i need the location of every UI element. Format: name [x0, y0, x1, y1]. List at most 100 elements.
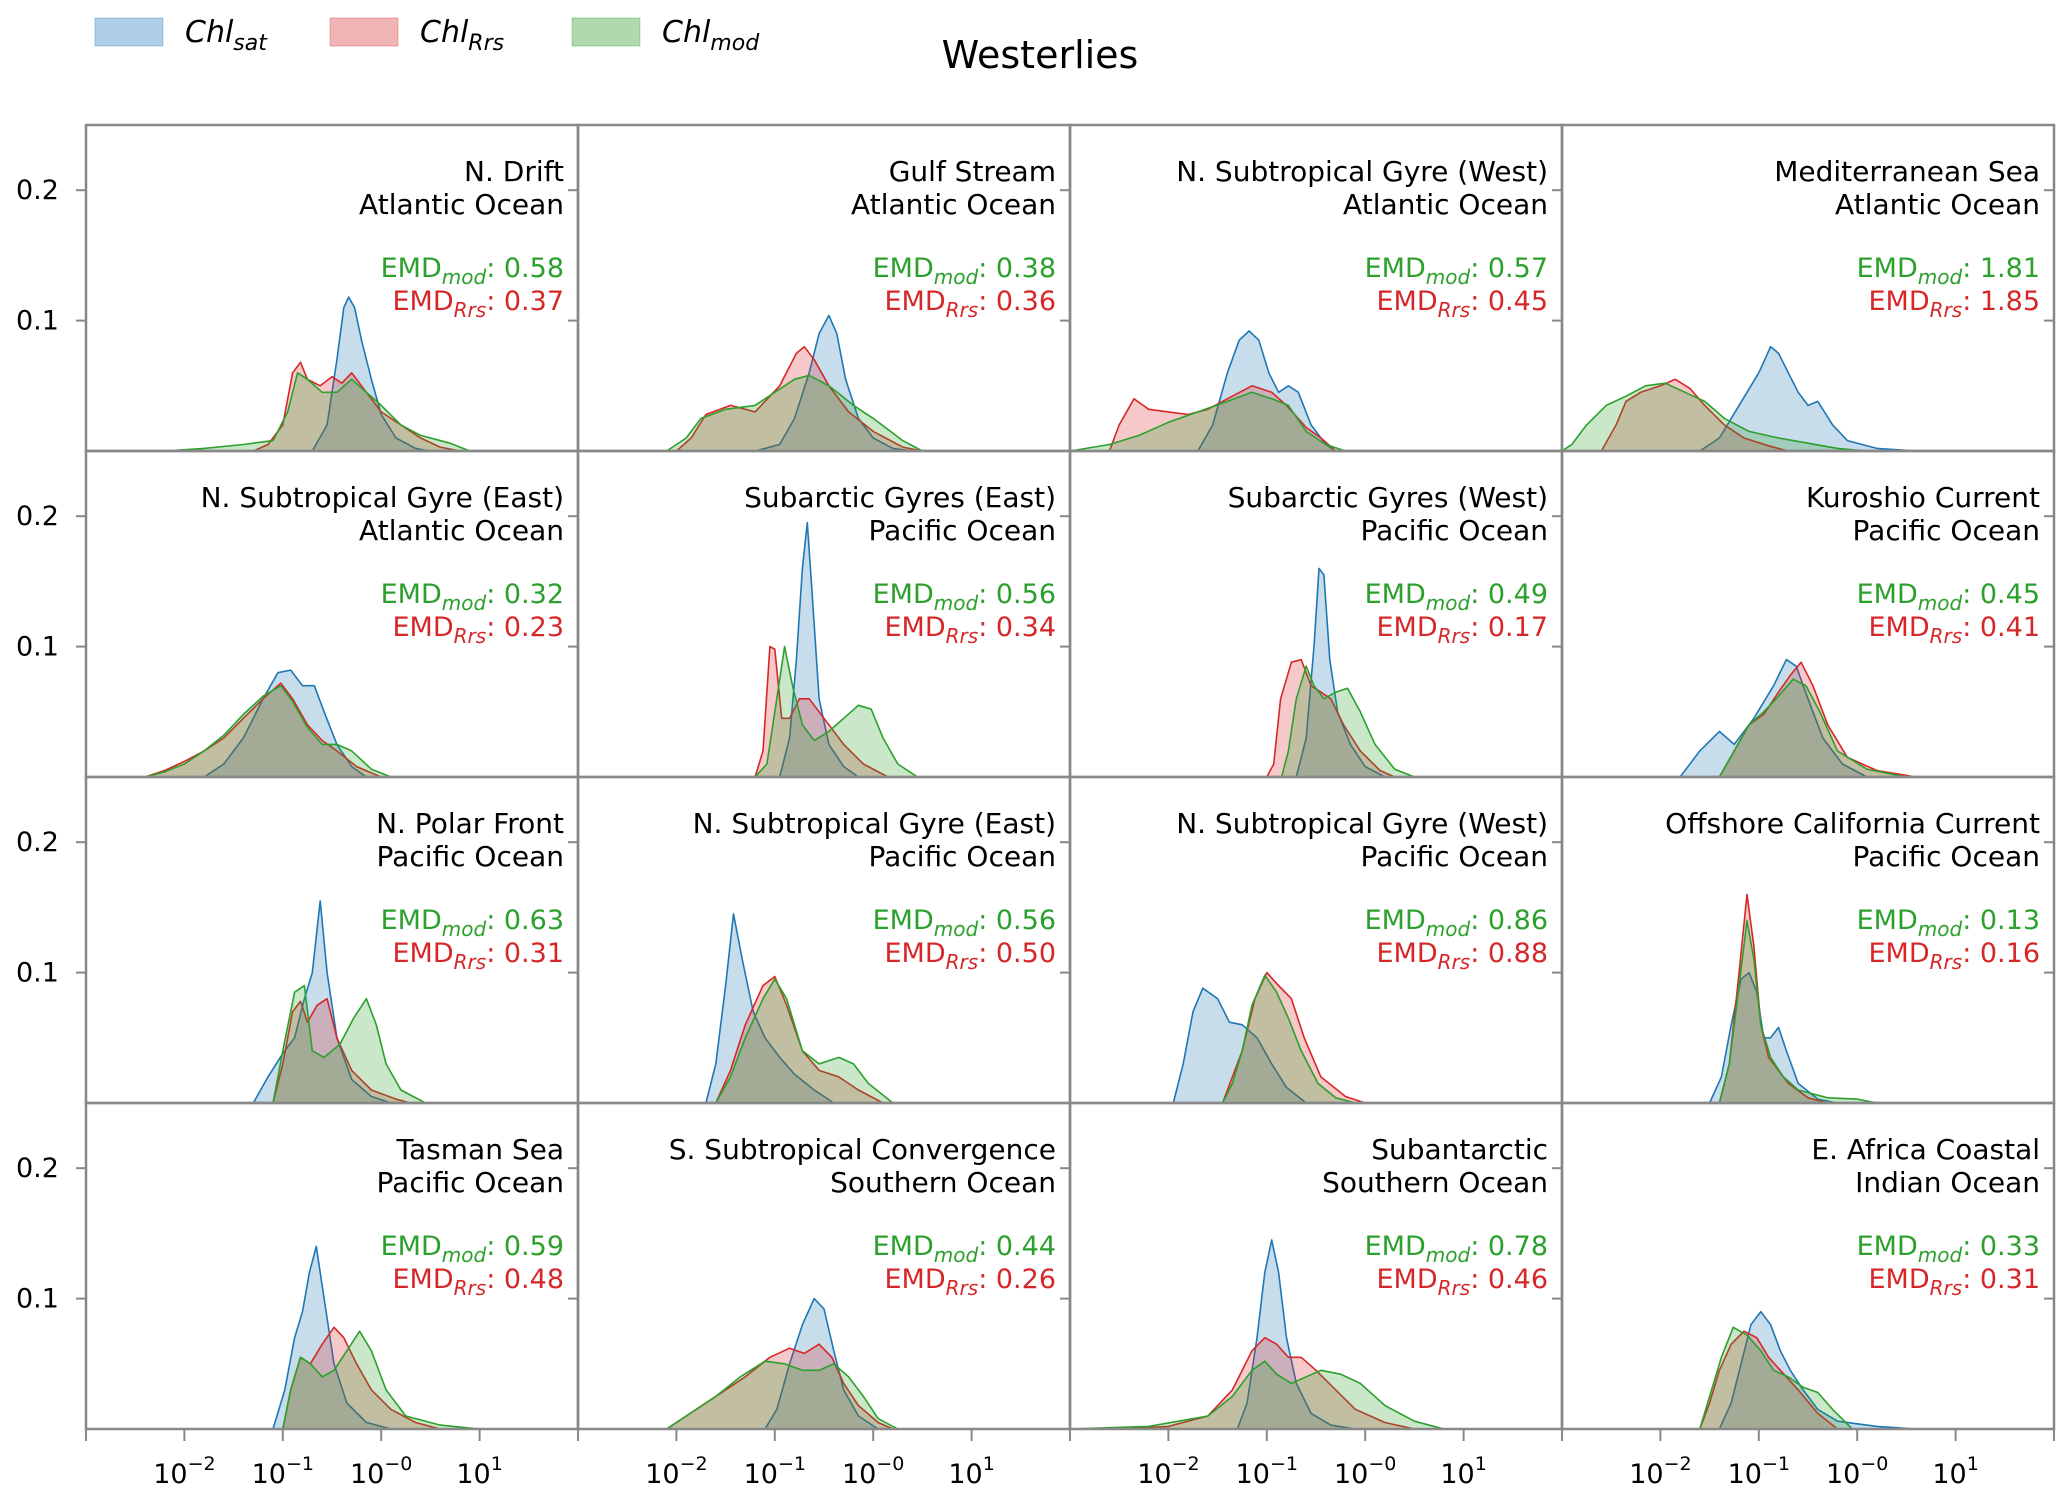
panel-region-label: N. Subtropical Gyre (West) — [1176, 155, 1548, 188]
xtick-label: 10−1 — [1236, 1453, 1298, 1490]
xtick-label: 10−0 — [350, 1453, 412, 1490]
panel-ocean-label: Southern Ocean — [830, 1166, 1056, 1199]
density-line-rrs — [1699, 1330, 1838, 1429]
panel-region-label: Gulf Stream — [889, 155, 1056, 188]
panel-ocean-label: Atlantic Ocean — [1343, 188, 1548, 221]
panel-ocean-label: Atlantic Ocean — [851, 188, 1056, 221]
density-fill-mod — [1699, 1327, 1853, 1429]
panel-3: N. Subtropical Gyre (West)Atlantic Ocean… — [1068, 123, 1564, 453]
density-fill-sat — [765, 1298, 879, 1429]
density-line-rrs — [1119, 1336, 1415, 1429]
density-line-mod — [272, 984, 426, 1103]
density-line-rrs — [715, 975, 884, 1103]
density-fill-sat — [1699, 346, 1917, 451]
density-fill-sat — [1709, 972, 1838, 1103]
panel-region-label: Subarctic Gyres (East) — [744, 481, 1056, 514]
density-line-mod — [1070, 1360, 1445, 1429]
panel-region-label: Subantarctic — [1371, 1133, 1548, 1166]
density-line-rrs — [754, 645, 889, 777]
ytick-label: 0.1 — [16, 1284, 59, 1315]
density-line-rrs — [272, 997, 411, 1103]
density-fill-sat — [204, 670, 367, 777]
density-fill-mod — [145, 685, 391, 777]
emd-rrs-label: EMDRrs: 0.16 — [1869, 938, 2041, 974]
panel-ocean-label: Indian Ocean — [1855, 1166, 2040, 1199]
density-line-mod — [1562, 382, 1868, 451]
xtick-label: 10−0 — [1334, 1453, 1396, 1490]
density-line-sat — [1236, 1239, 1356, 1429]
density-line-mod — [1280, 665, 1415, 777]
panel-10: N. Subtropical Gyre (East)Pacific Ocean E… — [576, 775, 1072, 1105]
emd-rrs-label: EMDRrs: 0.34 — [885, 612, 1057, 648]
panel-region-label: Mediterranean Sea — [1774, 155, 2040, 188]
density-fill-rrs — [666, 1344, 893, 1429]
density-line-sat — [1718, 1310, 1917, 1429]
density-line-sat — [778, 521, 859, 777]
emd-mod-label: EMDmod: 0.63 — [381, 905, 564, 941]
ytick-label: 0.2 — [16, 1153, 59, 1184]
density-fill-rrs — [1699, 1331, 1838, 1429]
ytick-label: 0.2 — [16, 501, 59, 532]
emd-mod-label: EMDmod: 0.32 — [381, 579, 564, 615]
legend-label-rrs: ChlRrs — [420, 15, 504, 56]
density-fill-mod — [164, 372, 470, 451]
emd-mod-label: EMDmod: 0.44 — [873, 1231, 1056, 1267]
emd-mod-label: EMDmod: 0.13 — [1857, 905, 2040, 941]
ytick-label: 0.2 — [16, 175, 59, 206]
density-fill-rrs — [282, 1327, 441, 1429]
ytick-label: 0.1 — [16, 306, 59, 337]
density-fill-mod — [1719, 679, 1907, 777]
density-line-mod — [164, 372, 471, 451]
density-line-sat — [705, 913, 835, 1103]
emd-rrs-label: EMDRrs: 0.48 — [393, 1264, 565, 1300]
density-line-mod — [666, 1360, 899, 1429]
panel-ocean-label: Atlantic Ocean — [359, 188, 564, 221]
emd-rrs-label: EMDRrs: 0.41 — [1869, 612, 2041, 648]
xtick-label: 10−1 — [252, 1453, 314, 1490]
panel-region-label: Subarctic Gyres (West) — [1228, 481, 1548, 514]
density-fill-rrs — [253, 362, 460, 451]
emd-mod-label: EMDmod: 0.49 — [1365, 579, 1548, 615]
panel-ocean-label: Pacific Ocean — [377, 840, 564, 873]
ytick-label: 0.1 — [16, 632, 59, 663]
ytick-label: 0.1 — [16, 958, 59, 989]
xtick-label: 10−1 — [744, 1453, 806, 1490]
density-line-sat — [764, 1297, 879, 1429]
panel-region-label: Offshore California Current — [1665, 807, 2040, 840]
panel-region-label: N. Subtropical Gyre (West) — [1176, 807, 1548, 840]
panel-region-label: Tasman Sea — [396, 1133, 564, 1166]
emd-mod-label: EMDmod: 0.58 — [381, 253, 564, 289]
legend-item-mod: Chlmod — [571, 15, 760, 56]
panel-ocean-label: Pacific Ocean — [1853, 840, 2040, 873]
density-fill-mod — [282, 1331, 480, 1429]
legend-item-rrs: ChlRrs — [329, 15, 504, 56]
density-fill-mod — [1222, 975, 1356, 1103]
emd-mod-label: EMDmod: 0.38 — [873, 253, 1056, 289]
density-line-mod — [1070, 391, 1346, 451]
emd-rrs-label: EMDRrs: 0.31 — [1869, 1264, 2041, 1300]
emd-rrs-label: EMDRrs: 0.17 — [1377, 612, 1549, 648]
legend-label-mod: Chlmod — [662, 15, 760, 56]
xtick-label: 10−2 — [645, 1453, 707, 1490]
emd-rrs-label: EMDRrs: 0.46 — [1377, 1264, 1549, 1300]
emd-mod-label: EMDmod: 0.33 — [1857, 1231, 2040, 1267]
panel-ocean-label: Pacific Ocean — [1361, 514, 1548, 547]
panel-11: N. Subtropical Gyre (West)Pacific Ocean E… — [1068, 775, 1564, 1105]
density-fill-sat — [1719, 1311, 1917, 1429]
density-line-mod — [666, 374, 923, 451]
legend-swatch-rrs — [329, 17, 399, 47]
panel-region-label: N. Subtropical Gyre (East) — [693, 807, 1056, 840]
density-fill-mod — [1070, 392, 1346, 451]
density-fill-mod — [1562, 383, 1867, 451]
panel-ocean-label: Atlantic Ocean — [359, 514, 564, 547]
xtick-label: 10−2 — [153, 1453, 215, 1490]
density-line-rrs — [1600, 378, 1789, 451]
emd-mod-label: EMDmod: 1.81 — [1857, 253, 2040, 289]
legend-label-sat: Chlsat — [185, 15, 268, 56]
